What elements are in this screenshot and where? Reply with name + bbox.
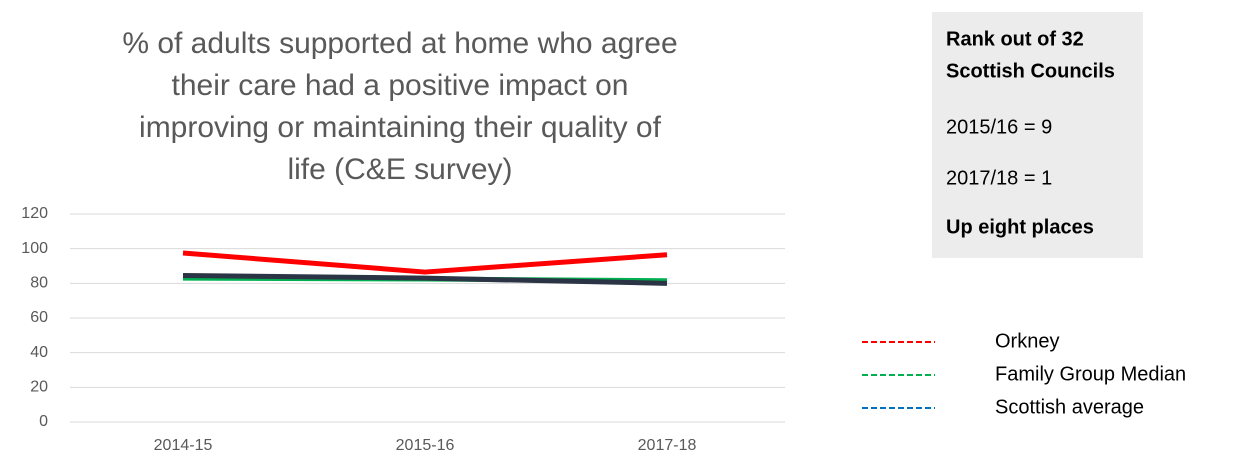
x-tick-label: 2015-16 — [396, 437, 455, 454]
x-tick-label: 2017-18 — [638, 437, 697, 454]
y-tick-label: 0 — [39, 413, 48, 430]
y-tick-label: 80 — [30, 275, 48, 292]
rank-title: Rank out of 32 — [946, 28, 1084, 50]
rank-title: Scottish Councils — [946, 60, 1115, 82]
chart-title: their care had a positive impact on — [172, 69, 629, 102]
y-tick-label: 120 — [21, 205, 48, 222]
line — [182, 273, 668, 286]
chart-title: improving or maintaining their quality o… — [139, 111, 662, 144]
y-tick-label: 40 — [30, 344, 48, 361]
y-tick-label: 20 — [30, 379, 48, 396]
rank-line: 2017/18 = 1 — [946, 167, 1052, 189]
legend-label: Scottish average — [995, 396, 1144, 418]
x-tick-label: 2014-15 — [154, 437, 213, 454]
legend-label: Family Group Median — [995, 363, 1186, 385]
rank-line: 2015/16 = 9 — [946, 116, 1052, 138]
rank-box — [932, 12, 1143, 258]
rank-change: Up eight places — [946, 216, 1094, 238]
legend-label: Orkney — [995, 330, 1059, 352]
y-tick-label: 60 — [30, 309, 48, 326]
chart-title: life (C&E survey) — [287, 153, 512, 186]
y-tick-label: 100 — [21, 240, 48, 257]
line — [182, 250, 668, 275]
chart-title: % of adults supported at home who agree — [122, 27, 677, 60]
